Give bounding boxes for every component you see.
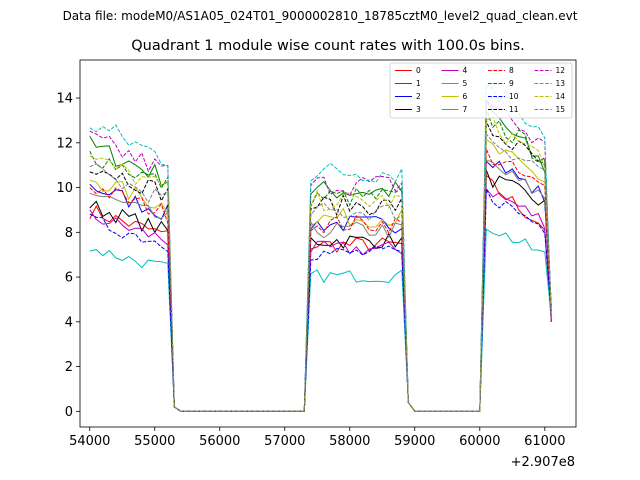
legend-box [389, 62, 573, 119]
series-line-module-14 [89, 116, 552, 412]
y-tick-label: 0 [65, 405, 73, 420]
legend-label-module-4: 4 [463, 66, 468, 75]
figure-suptitle: Data file: modeM0/AS1A05_024T01_90000028… [63, 9, 578, 23]
series-line-module-15 [89, 132, 552, 412]
x-tick-label: 54000 [69, 434, 110, 449]
legend-label-module-13: 13 [556, 79, 566, 88]
x-tick-label: 55000 [134, 434, 175, 449]
chart-title: Quadrant 1 module wise count rates with … [131, 38, 525, 54]
axes-layer: 54000 55000 56000 57000 58000 59000 60000 61000… [56, 59, 577, 449]
legend-label-module-3: 3 [416, 105, 421, 114]
legend-label-module-2: 2 [416, 92, 421, 101]
legend-label-module-8: 8 [509, 66, 514, 75]
x-tick-label: 58000 [329, 434, 370, 449]
x-tick-label: 59000 [394, 434, 435, 449]
y-tick-label: 2 [65, 360, 73, 375]
legend-label-module-10: 10 [509, 92, 519, 101]
x-offset-label: +2.907e8 [511, 455, 575, 470]
legend-label-module-14: 14 [556, 92, 566, 101]
legend-label-module-5: 5 [463, 79, 468, 88]
y-tick-label: 10 [56, 181, 73, 196]
legend-label-module-12: 12 [556, 66, 566, 75]
legend-label-module-6: 6 [463, 92, 468, 101]
x-tick-label: 56000 [199, 434, 240, 449]
legend-label-module-11: 11 [509, 105, 519, 114]
legend-label-module-15: 15 [556, 105, 566, 114]
legend-label-module-0: 0 [416, 66, 421, 75]
series-layer [89, 83, 552, 412]
plot-frame [79, 59, 577, 428]
series-line-module-10 [89, 188, 552, 412]
y-tick-label: 8 [65, 226, 73, 241]
y-tick-label: 4 [65, 315, 73, 330]
y-tick-label: 6 [65, 271, 73, 286]
legend-label-module-1: 1 [416, 79, 421, 88]
y-tick-label: 14 [56, 92, 73, 107]
x-tick-label: 60000 [459, 434, 500, 449]
legend-label-module-9: 9 [509, 79, 514, 88]
x-tick-label: 61000 [524, 434, 565, 449]
x-tick-label: 57000 [264, 434, 305, 449]
y-tick-label: 12 [56, 136, 73, 151]
legend-label-module-7: 7 [463, 105, 468, 114]
